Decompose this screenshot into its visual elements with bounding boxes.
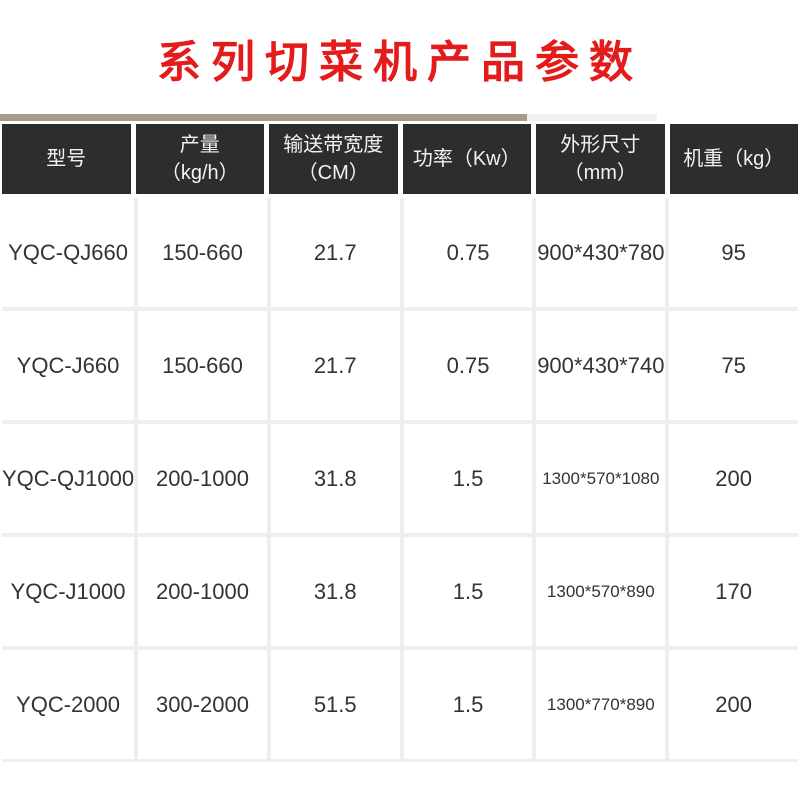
cell-model: YQC-J1000: [2, 537, 135, 646]
cell-weight: 75: [669, 311, 798, 420]
decor-strip-light-segment: [527, 114, 657, 121]
cell-belt-width: 51.5: [270, 650, 400, 759]
col-header-weight: 机重（kg）: [669, 124, 798, 194]
cell-dimensions: 1300*570*890: [536, 537, 666, 646]
decor-strip-white-segment: [657, 114, 800, 121]
cell-weight: 200: [669, 650, 798, 759]
cell-power: 1.5: [403, 424, 533, 533]
col-header-power: 功率（Kw）: [402, 124, 531, 194]
decor-strip-tan-segment: [0, 114, 527, 121]
col-header-output: 产量 （kg/h）: [135, 124, 264, 194]
page-title: 系列切菜机产品参数: [157, 38, 643, 87]
cell-belt-width: 31.8: [270, 537, 400, 646]
cell-belt-width: 21.7: [270, 198, 400, 307]
spec-table: 型号 产量 （kg/h） 输送带宽度 （CM） 功率（Kw） 外形尺寸 （mm） 机重（kg） …: [2, 124, 798, 762]
col-header-power-line: 功率（Kw）: [412, 148, 521, 170]
col-header-output-line: 产量: [179, 134, 220, 156]
col-header-dimensions-line: （mm）: [563, 162, 637, 184]
page: 系列切菜机产品参数 型号 产量 （kg/h） 输送带宽度 （CM） 功率（Kw） 外形尺寸 （…: [0, 26, 800, 800]
cell-power: 1.5: [403, 650, 533, 759]
col-header-model: 型号: [2, 124, 131, 194]
cell-output: 200-1000: [138, 537, 267, 646]
cell-power: 0.75: [403, 311, 533, 420]
cell-power: 0.75: [403, 198, 533, 307]
col-header-dimensions-line: 外形尺寸: [560, 134, 641, 156]
cell-output: 150-660: [138, 311, 267, 420]
cell-dimensions: 1300*770*890: [536, 650, 666, 759]
col-header-dimensions: 外形尺寸 （mm）: [536, 124, 665, 194]
col-header-belt-width-line: 输送带宽度: [283, 134, 384, 156]
col-header-weight-line: 机重（kg）: [683, 148, 785, 170]
col-header-belt-width: 输送带宽度 （CM）: [269, 124, 398, 194]
cell-model: YQC-QJ1000: [2, 424, 135, 533]
cell-weight: 170: [669, 537, 798, 646]
col-header-output-line: （kg/h）: [160, 162, 239, 184]
cell-output: 300-2000: [138, 650, 267, 759]
table-header-row: 型号 产量 （kg/h） 输送带宽度 （CM） 功率（Kw） 外形尺寸 （mm） 机重（kg）: [2, 124, 798, 194]
cell-output: 200-1000: [138, 424, 267, 533]
cell-output: 150-660: [138, 198, 267, 307]
cell-dimensions: 900*430*780: [536, 198, 666, 307]
col-header-belt-width-line: （CM）: [297, 162, 369, 184]
table-body: YQC-QJ660 150-660 21.7 0.75 900*430*780 95 YQC…: [2, 198, 798, 762]
cell-model: YQC-2000: [2, 650, 135, 759]
cell-power: 1.5: [403, 537, 533, 646]
cell-weight: 95: [669, 198, 798, 307]
cell-dimensions: 1300*570*1080: [536, 424, 666, 533]
col-header-model-line: 型号: [46, 148, 87, 170]
cell-weight: 200: [669, 424, 798, 533]
cell-model: YQC-J660: [2, 311, 135, 420]
cell-model: YQC-QJ660: [2, 198, 135, 307]
decor-strip: [0, 114, 800, 121]
cell-belt-width: 21.7: [270, 311, 400, 420]
cell-belt-width: 31.8: [270, 424, 400, 533]
cell-dimensions: 900*430*740: [536, 311, 666, 420]
